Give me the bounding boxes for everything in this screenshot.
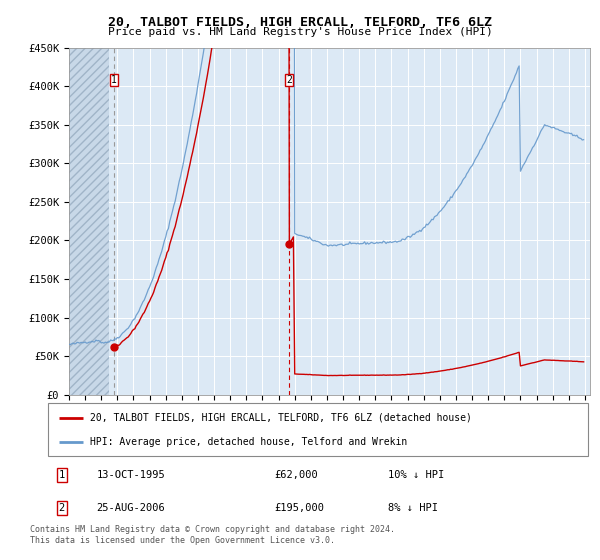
Bar <box>69 48 109 395</box>
Text: 8% ↓ HPI: 8% ↓ HPI <box>388 503 438 513</box>
Text: HPI: Average price, detached house, Telford and Wrekin: HPI: Average price, detached house, Telf… <box>90 437 407 447</box>
Text: 20, TALBOT FIELDS, HIGH ERCALL, TELFORD, TF6 6LZ: 20, TALBOT FIELDS, HIGH ERCALL, TELFORD,… <box>108 16 492 29</box>
Text: £195,000: £195,000 <box>275 503 325 513</box>
Text: 10% ↓ HPI: 10% ↓ HPI <box>388 470 445 480</box>
Text: £62,000: £62,000 <box>275 470 319 480</box>
Text: 1: 1 <box>58 470 65 480</box>
Text: Contains HM Land Registry data © Crown copyright and database right 2024.
This d: Contains HM Land Registry data © Crown c… <box>30 525 395 545</box>
Text: 2: 2 <box>286 75 292 85</box>
Text: 25-AUG-2006: 25-AUG-2006 <box>97 503 166 513</box>
Text: Price paid vs. HM Land Registry's House Price Index (HPI): Price paid vs. HM Land Registry's House … <box>107 27 493 37</box>
Text: 13-OCT-1995: 13-OCT-1995 <box>97 470 166 480</box>
FancyBboxPatch shape <box>48 403 588 456</box>
Text: 2: 2 <box>58 503 65 513</box>
Text: 20, TALBOT FIELDS, HIGH ERCALL, TELFORD, TF6 6LZ (detached house): 20, TALBOT FIELDS, HIGH ERCALL, TELFORD,… <box>90 413 472 423</box>
Text: 1: 1 <box>111 75 117 85</box>
